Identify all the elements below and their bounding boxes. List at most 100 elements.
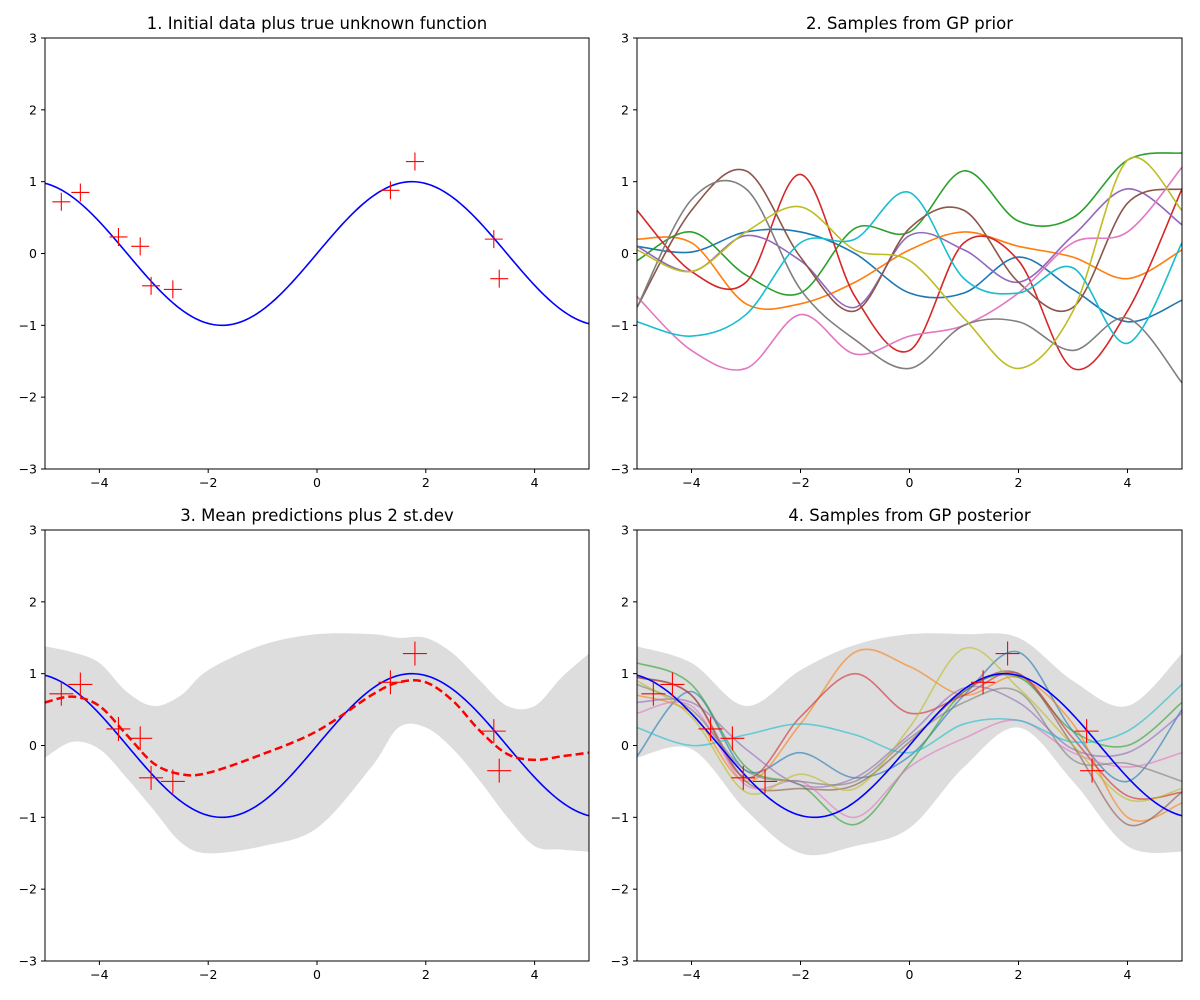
- x-tick-label: 4: [1124, 475, 1132, 490]
- x-tick-label: 4: [1124, 967, 1132, 982]
- x-tick-label: 4: [531, 475, 539, 490]
- sample-line-8: [637, 179, 1182, 384]
- sample-line-9: [637, 646, 1182, 802]
- y-tick-label: 3: [621, 31, 629, 46]
- observation-marker: [381, 181, 400, 200]
- y-tick-label: 2: [29, 102, 37, 117]
- y-tick-label: −2: [611, 390, 629, 405]
- y-tick-label: −1: [19, 318, 37, 333]
- observation-marker: [995, 641, 1020, 666]
- observation-marker: [378, 670, 403, 695]
- observation-marker: [1080, 758, 1105, 783]
- y-tick-label: −1: [611, 318, 629, 333]
- x-tick-label: −2: [199, 967, 217, 982]
- sample-line-3: [637, 662, 1182, 826]
- observation-marker: [731, 765, 756, 790]
- sample-line-9: [637, 156, 1182, 370]
- sample-line-6: [637, 168, 1182, 313]
- sample-line-1: [637, 228, 1182, 323]
- y-tick-label: 0: [621, 246, 629, 261]
- y-tick-label: −3: [611, 954, 629, 969]
- observation-marker: [160, 769, 185, 794]
- x-tick-label: −4: [90, 475, 108, 490]
- sample-line-3: [637, 152, 1182, 296]
- x-tick-label: 2: [422, 967, 430, 982]
- observation-marker: [405, 152, 424, 171]
- observation-marker: [49, 681, 74, 706]
- observation-marker: [131, 237, 150, 256]
- y-tick-label: 1: [29, 174, 37, 189]
- mean-prediction-line: [45, 679, 589, 777]
- y-tick-label: 1: [29, 666, 37, 681]
- y-tick-label: −2: [19, 882, 37, 897]
- sample-line-10: [637, 191, 1182, 345]
- y-tick-label: 3: [29, 523, 37, 538]
- y-tick-label: −3: [19, 462, 37, 477]
- x-tick-label: 0: [313, 967, 321, 982]
- panel-title: 2. Samples from GP prior: [806, 14, 1013, 33]
- sample-line-7: [637, 166, 1182, 371]
- x-tick-label: 2: [422, 475, 430, 490]
- y-tick-label: 1: [621, 666, 629, 681]
- observation-marker: [52, 192, 71, 211]
- observation-marker: [71, 183, 90, 202]
- y-tick-label: −3: [611, 462, 629, 477]
- observation-marker: [402, 641, 427, 666]
- x-tick-label: 2: [1015, 967, 1023, 982]
- x-tick-label: 0: [313, 475, 321, 490]
- x-tick-label: 0: [906, 967, 914, 982]
- y-tick-label: −3: [19, 954, 37, 969]
- confidence-band: [45, 633, 589, 854]
- sample-line-2: [637, 231, 1182, 311]
- observation-marker: [490, 269, 509, 288]
- y-tick-label: 0: [621, 738, 629, 753]
- observation-marker: [1074, 719, 1099, 744]
- y-tick-label: 1: [621, 174, 629, 189]
- observation-marker: [971, 670, 996, 695]
- y-tick-label: −2: [19, 390, 37, 405]
- y-tick-label: 2: [621, 102, 629, 117]
- panel-4: −4 −2 0 2 4 −3 −2 −1 0 1 2 3 4. Samples from GP post…: [611, 506, 1183, 982]
- y-tick-label: −2: [611, 882, 629, 897]
- sample-line-6: [637, 670, 1182, 827]
- observation-marker: [139, 765, 164, 790]
- panel-title: 3. Mean predictions plus 2 st.dev: [180, 506, 454, 525]
- panel-1: −4 −2 0 2 4 −3 −2 −1 0 1 2 3 1. Initial data plus tr…: [19, 14, 590, 490]
- sample-line-8: [637, 683, 1182, 786]
- observation-marker: [641, 681, 666, 706]
- y-tick-label: 2: [29, 594, 37, 609]
- observation-marker: [660, 672, 685, 697]
- observation-marker: [720, 726, 745, 751]
- plot-area: [45, 633, 589, 854]
- plot-area: [637, 633, 1182, 856]
- x-tick-label: −4: [682, 967, 700, 982]
- x-tick-label: −4: [90, 967, 108, 982]
- observation-marker: [484, 230, 503, 249]
- x-tick-label: 0: [906, 475, 914, 490]
- observation-marker: [109, 227, 128, 246]
- y-tick-label: −1: [19, 810, 37, 825]
- observation-marker: [128, 726, 153, 751]
- observation-marker: [698, 716, 723, 741]
- x-tick-label: 2: [1015, 475, 1023, 490]
- observation-marker: [753, 769, 778, 794]
- observation-marker: [68, 672, 93, 697]
- sample-line-7: [637, 701, 1182, 819]
- x-tick-label: −2: [791, 475, 809, 490]
- plot-area: [45, 152, 589, 327]
- sample-line-4: [637, 173, 1182, 371]
- observation-marker: [142, 276, 161, 295]
- plot-area: [637, 152, 1182, 384]
- panel-2: −4 −2 0 2 4 −3 −2 −1 0 1 2 3 2. Samples from GP prio…: [611, 14, 1183, 490]
- sample-line-5: [637, 188, 1182, 309]
- y-tick-label: 3: [29, 31, 37, 46]
- y-tick-label: 0: [29, 246, 37, 261]
- true-function-line: [45, 672, 589, 819]
- observation-marker: [106, 716, 131, 741]
- x-tick-label: 4: [531, 967, 539, 982]
- x-tick-label: −4: [682, 475, 700, 490]
- observation-marker: [163, 280, 182, 299]
- y-tick-label: 2: [621, 594, 629, 609]
- x-tick-label: −2: [791, 967, 809, 982]
